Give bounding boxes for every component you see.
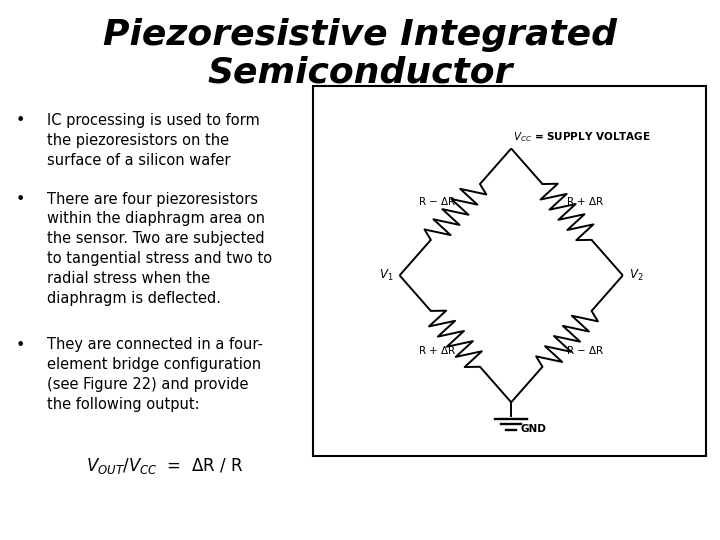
Bar — [313, 86, 706, 456]
Text: $V_1$: $V_1$ — [379, 268, 394, 283]
Text: R $+$ $\Delta$R: R $+$ $\Delta$R — [418, 343, 456, 356]
Text: •: • — [16, 192, 25, 207]
Text: •: • — [16, 338, 25, 353]
Text: R $+$ $\Delta$R: R $+$ $\Delta$R — [566, 195, 604, 207]
Text: IC processing is used to form
the piezoresistors on the
surface of a silicon waf: IC processing is used to form the piezor… — [47, 113, 259, 168]
Text: $V_2$: $V_2$ — [629, 268, 643, 283]
Text: Piezoresistive Integrated: Piezoresistive Integrated — [103, 18, 617, 52]
Text: Semiconductor: Semiconductor — [207, 56, 513, 90]
Text: They are connected in a four-
element bridge configuration
(see Figure 22) and p: They are connected in a four- element br… — [47, 338, 263, 412]
Text: R $-$ $\Delta$R: R $-$ $\Delta$R — [566, 343, 604, 356]
Text: $V_{CC}$ = SUPPLY VOLTAGE: $V_{CC}$ = SUPPLY VOLTAGE — [513, 130, 651, 144]
Text: •: • — [16, 113, 25, 129]
Text: There are four piezoresistors
within the diaphragm area on
the sensor. Two are s: There are four piezoresistors within the… — [47, 192, 272, 306]
Text: R $-$ $\Delta$R: R $-$ $\Delta$R — [418, 195, 456, 207]
Text: GND: GND — [521, 424, 546, 434]
Text: $V_{OUT}$/$V_{CC}$  =  $\Delta$R / R: $V_{OUT}$/$V_{CC}$ = $\Delta$R / R — [86, 456, 244, 476]
